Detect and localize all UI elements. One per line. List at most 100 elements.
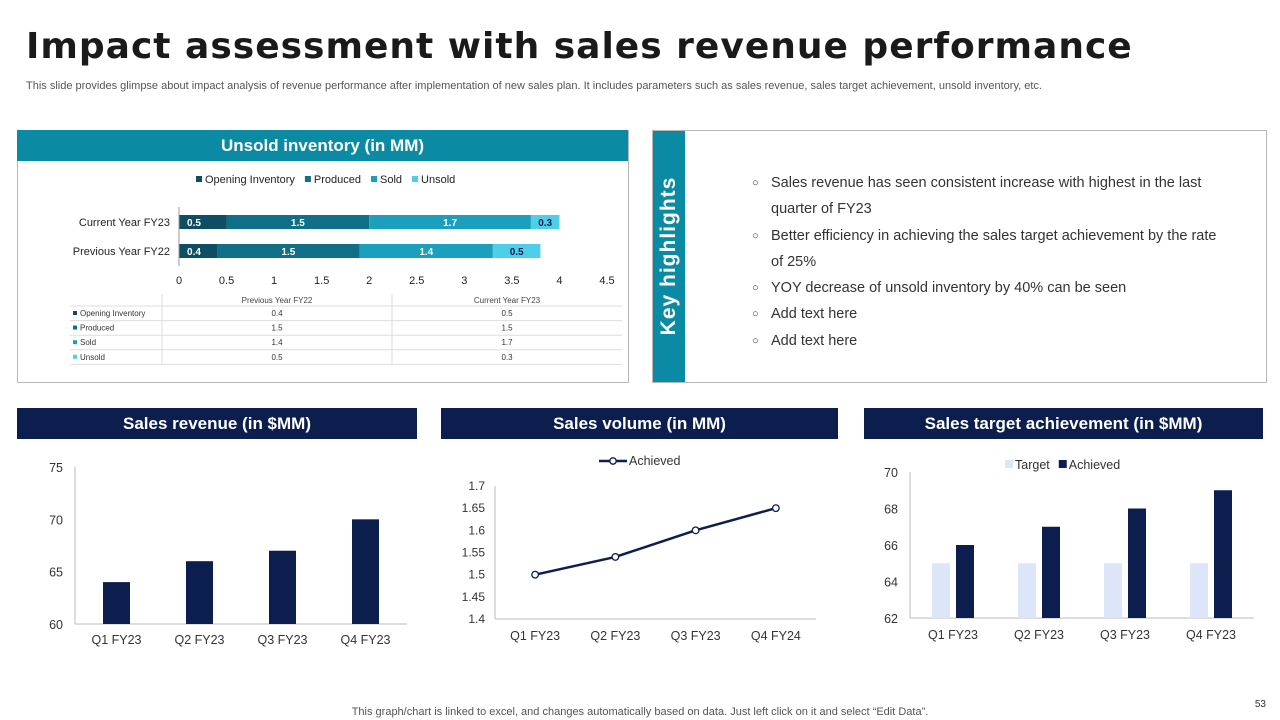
bar	[186, 561, 213, 624]
bar	[1214, 490, 1232, 618]
bar-segment	[179, 244, 218, 258]
highlight-item: Add text here	[752, 301, 1222, 328]
x-tick-label: Q4 FY23	[340, 633, 390, 647]
bar	[1104, 563, 1122, 618]
legend-label: Produced	[314, 174, 361, 186]
x-tick-label: Q1 FY23	[928, 628, 978, 642]
sales-revenue-header: Sales revenue (in $MM)	[17, 408, 417, 439]
x-tick-label: 0	[176, 275, 182, 287]
table-swatch	[73, 340, 77, 345]
table-swatch	[73, 354, 77, 359]
highlight-item: YOY decrease of unsold inventory by 40% …	[752, 275, 1222, 302]
y-tick-label: 1.65	[462, 501, 486, 515]
sales-revenue-title: Sales revenue (in $MM)	[122, 413, 311, 433]
x-tick-label: Q1 FY23	[91, 633, 141, 647]
data-label: 0.4	[187, 247, 201, 258]
sales-target-header: Sales target achievement (in $MM)	[864, 408, 1263, 439]
table-swatch	[73, 311, 77, 315]
legend-label: Opening Inventory	[205, 174, 295, 186]
sales-target-title: Sales target achievement (in $MM)	[924, 413, 1203, 433]
table-row-label: Sold	[80, 338, 96, 347]
legend-swatch	[1058, 460, 1067, 468]
legend-swatch	[304, 176, 311, 182]
table-cell: 1.7	[501, 338, 513, 347]
bar	[103, 582, 130, 624]
table-cell: 1.4	[271, 338, 283, 347]
bar	[1128, 508, 1146, 618]
table-cell: 1.5	[501, 324, 513, 333]
bar-segment	[530, 215, 560, 229]
sales-volume-title: Sales volume (in MM)	[553, 413, 726, 433]
sales-volume-chart[interactable]: Achieved 1.4 1.45 1.5 1.55 1.6 1.65 1.7 Q1 FY23 Q…	[441, 445, 838, 660]
y-tick-label: 75	[49, 461, 63, 475]
table-cell: 0.5	[501, 309, 513, 318]
table-swatch	[73, 325, 77, 330]
table-col-header: Previous Year FY22	[242, 296, 313, 305]
y-tick-label: 60	[49, 618, 63, 632]
bar	[932, 563, 950, 618]
x-tick-label: 3	[461, 275, 467, 287]
legend-swatch	[196, 176, 202, 182]
y-tick-label: 1.6	[468, 523, 485, 537]
y-tick-label: 65	[49, 566, 63, 580]
y-tick-label: 1.55	[462, 546, 486, 560]
x-tick-label: Q2 FY23	[174, 633, 224, 647]
unsold-inventory-title: Unsold inventory (in MM)	[220, 135, 425, 155]
bar	[1018, 563, 1036, 618]
bar	[269, 550, 296, 624]
legend-swatch	[412, 176, 419, 182]
y-tick-label: 66	[884, 539, 898, 553]
bar-segment	[359, 244, 493, 258]
y-tick-label: 68	[884, 503, 898, 517]
x-tick-label: 1	[271, 275, 277, 287]
data-point	[611, 552, 620, 561]
table-cell: 0.5	[271, 353, 283, 362]
key-highlights-list: Sales revenue has seen consistent increa…	[752, 170, 1222, 354]
x-tick-label: Q3 FY23	[257, 633, 307, 647]
data-label: 0.5	[510, 247, 524, 258]
y-tick-label: 70	[49, 513, 63, 527]
table-row-label: Unsold	[80, 353, 105, 362]
sales-target-chart[interactable]: Target Achieved 62 64 66 68 70 Q1 FY23 Q2 FY23 Q3…	[864, 445, 1263, 660]
unsold-inventory-chart[interactable]: Opening Inventory Produced Sold Unsold Curre…	[18, 162, 628, 382]
key-highlights-bar	[653, 131, 685, 382]
series-line	[534, 506, 777, 576]
highlight-item: Sales revenue has seen consistent increa…	[752, 170, 1222, 223]
legend-label: Target	[1015, 458, 1050, 472]
bar-segment	[492, 244, 541, 258]
x-tick-label: 3.5	[504, 275, 519, 287]
y-tick-label: 1.7	[468, 479, 485, 493]
y-tick-label: 70	[884, 466, 898, 480]
page-subtitle: This slide provides glimpse about impact…	[26, 80, 1042, 92]
page-title: Impact assessment with sales revenue per…	[26, 26, 1133, 67]
category-label: Previous Year FY22	[73, 246, 170, 258]
table-cell: 1.5	[271, 324, 283, 333]
table-cell: 0.4	[271, 309, 283, 318]
sales-revenue-chart[interactable]: 60 65 70 75 Q1 FY23 Q2 FY23 Q3 FY23 Q4 FY23	[17, 445, 417, 660]
data-label: 1.5	[291, 218, 305, 229]
legend-label: Unsold	[421, 174, 455, 186]
y-tick-label: 64	[884, 576, 898, 590]
unsold-inventory-header: Unsold inventory (in MM)	[17, 130, 628, 161]
data-point	[771, 504, 780, 513]
legend-swatch	[370, 176, 377, 182]
bar	[352, 519, 379, 624]
y-tick-label: 1.45	[462, 590, 486, 604]
data-point	[531, 570, 540, 579]
y-tick-label: 1.4	[468, 612, 485, 626]
legend-label: Achieved	[629, 454, 680, 468]
bar	[1190, 563, 1208, 618]
y-tick-label: 1.5	[468, 568, 485, 582]
data-label: 1.5	[281, 247, 295, 258]
x-tick-label: Q4 FY23	[1186, 628, 1236, 642]
table-col-header: Current Year FY23	[474, 296, 541, 305]
x-tick-label: Q3 FY23	[1100, 628, 1150, 642]
x-tick-label: 4.5	[599, 275, 614, 287]
bar	[1042, 526, 1060, 618]
x-tick-label: Q4 FY24	[751, 629, 801, 643]
bar-segment	[217, 244, 360, 258]
highlight-item: Add text here	[752, 328, 1222, 355]
page-number: 53	[1254, 699, 1266, 710]
data-label: 0.3	[538, 218, 552, 229]
footer-note: This graph/chart is linked to excel, and…	[0, 706, 1280, 718]
